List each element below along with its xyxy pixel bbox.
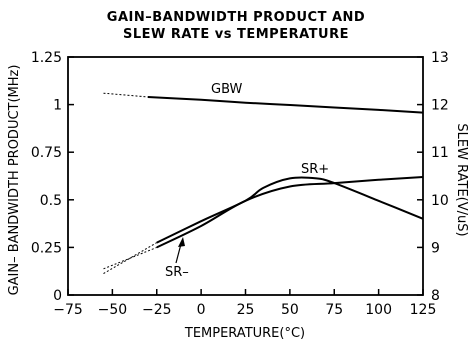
- chart-subtitle: SLEW RATE vs TEMPERATURE: [123, 27, 349, 42]
- series-label-sr-minus: SR–: [165, 265, 189, 280]
- x-tick-label: −50: [98, 302, 128, 318]
- y2-tick-label: 11: [431, 145, 449, 161]
- y2-tick-label: 8: [431, 288, 440, 304]
- chart-title: GAIN–BANDWIDTH PRODUCT AND: [107, 10, 365, 25]
- x-axis-ticks: −75 −50 −25 0 25 50 75 100 125: [53, 289, 436, 318]
- x-axis-label: TEMPERATURE(°C): [184, 326, 305, 341]
- y2-tick-label: 10: [431, 193, 449, 209]
- y2-axis-ticks: 8 9 10 11 12 13: [417, 50, 449, 304]
- series-extrapolation-gbw: [103, 92, 148, 98]
- y-tick-label: 0.5: [40, 193, 62, 209]
- x-tick-label: 25: [237, 302, 255, 318]
- y-tick-label: 0.75: [31, 145, 62, 161]
- x-tick-label: 100: [365, 302, 392, 318]
- y-tick-label: 0: [53, 288, 62, 304]
- series-label-sr-plus: SR+: [301, 162, 329, 177]
- y-tick-label: 1: [53, 98, 62, 114]
- y2-tick-label: 13: [431, 50, 449, 66]
- series-line-sr-minus: [156, 176, 424, 249]
- sr-minus-pointer-arrowhead: [178, 237, 185, 247]
- series-extrapolation-sr-minusplus: [103, 242, 158, 275]
- y2-tick-label: 9: [431, 240, 440, 256]
- series-line-gbw: [147, 96, 424, 114]
- x-tick-label: 0: [197, 302, 206, 318]
- series-extrapolation-sr-minus: [103, 246, 157, 270]
- plot-frame: [67, 56, 424, 296]
- y2-axis-label: SLEW RATE(V/uS): [454, 123, 469, 236]
- y-tick-label: 0.25: [31, 240, 62, 256]
- series-line-sr-minusplus: [156, 176, 424, 244]
- x-tick-label: 50: [281, 302, 299, 318]
- y-axis-ticks: 0 0.25 0.5 0.75 1 1.25: [31, 50, 74, 304]
- y2-tick-label: 12: [431, 98, 449, 114]
- y-tick-label: 1.25: [31, 50, 62, 66]
- sr-minus-pointer-line: [175, 243, 182, 264]
- x-tick-label: −25: [142, 302, 172, 318]
- y-axis-label: GAIN– BANDWIDTH PRODUCT(MHz): [7, 65, 22, 296]
- x-tick-label: 75: [325, 302, 343, 318]
- series-label-gbw: GBW: [211, 82, 243, 97]
- x-tick-label: −75: [53, 302, 83, 318]
- series-lines: [103, 92, 424, 275]
- x-tick-label: 125: [410, 302, 437, 318]
